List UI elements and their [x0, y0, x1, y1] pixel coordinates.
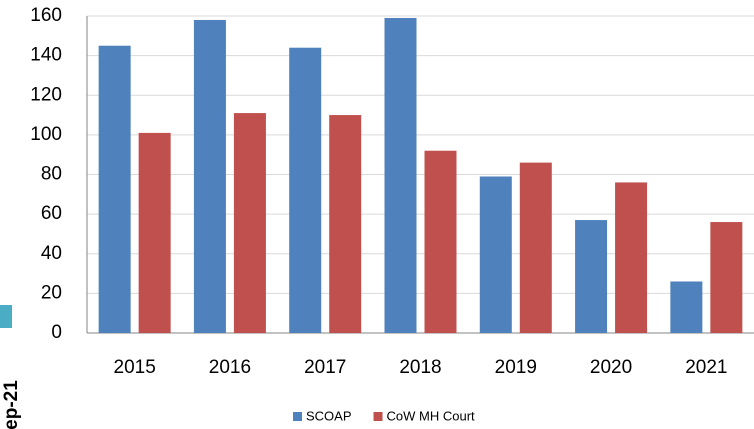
bar	[289, 47, 322, 333]
y-tick-label: 100	[30, 124, 62, 145]
bar	[384, 17, 417, 333]
y-tick-label: 160	[30, 5, 62, 26]
bar	[329, 115, 362, 333]
bar	[575, 220, 608, 333]
y-tick-label: 80	[41, 164, 62, 185]
y-tick-label: 20	[41, 282, 62, 303]
legend-label: CoW MH Court	[387, 408, 476, 423]
bar	[233, 113, 266, 333]
x-tick-label: 2019	[495, 357, 537, 378]
bar	[98, 45, 131, 333]
fragment-text: ep-21	[1, 380, 22, 429]
legend-swatch	[293, 412, 302, 421]
bar	[615, 182, 648, 333]
x-tick-label: 2015	[114, 357, 156, 378]
legend-swatch	[373, 412, 383, 421]
x-tick-label: 2020	[590, 357, 632, 378]
bar	[424, 150, 457, 333]
bar	[710, 222, 743, 333]
y-tick-label: 0	[51, 322, 62, 343]
bar	[193, 19, 226, 334]
bar	[138, 132, 171, 333]
fragment-square	[0, 305, 12, 328]
x-tick-label: 2018	[399, 357, 441, 378]
y-tick-label: 40	[41, 243, 62, 264]
x-tick-label: 2017	[304, 357, 346, 378]
y-tick-label: 60	[41, 203, 62, 224]
bar	[519, 162, 552, 333]
x-tick-label: 2021	[685, 357, 727, 378]
y-tick-label: 140	[30, 45, 62, 66]
legend-label: SCOAP	[306, 408, 352, 423]
bar	[670, 281, 703, 333]
y-tick-label: 120	[30, 84, 62, 105]
x-tick-label: 2016	[209, 357, 251, 378]
bar	[479, 176, 512, 333]
